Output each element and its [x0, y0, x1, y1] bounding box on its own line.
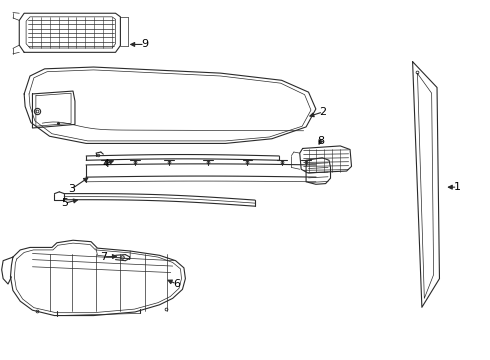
Text: 8: 8	[317, 136, 324, 145]
Text: 9: 9	[141, 40, 148, 49]
Text: 7: 7	[100, 252, 107, 262]
Text: 5: 5	[61, 198, 68, 208]
Text: 3: 3	[68, 184, 75, 194]
Text: 6: 6	[173, 279, 180, 289]
Text: 1: 1	[454, 182, 461, 192]
Text: 2: 2	[319, 107, 327, 117]
Text: 4: 4	[102, 159, 109, 169]
